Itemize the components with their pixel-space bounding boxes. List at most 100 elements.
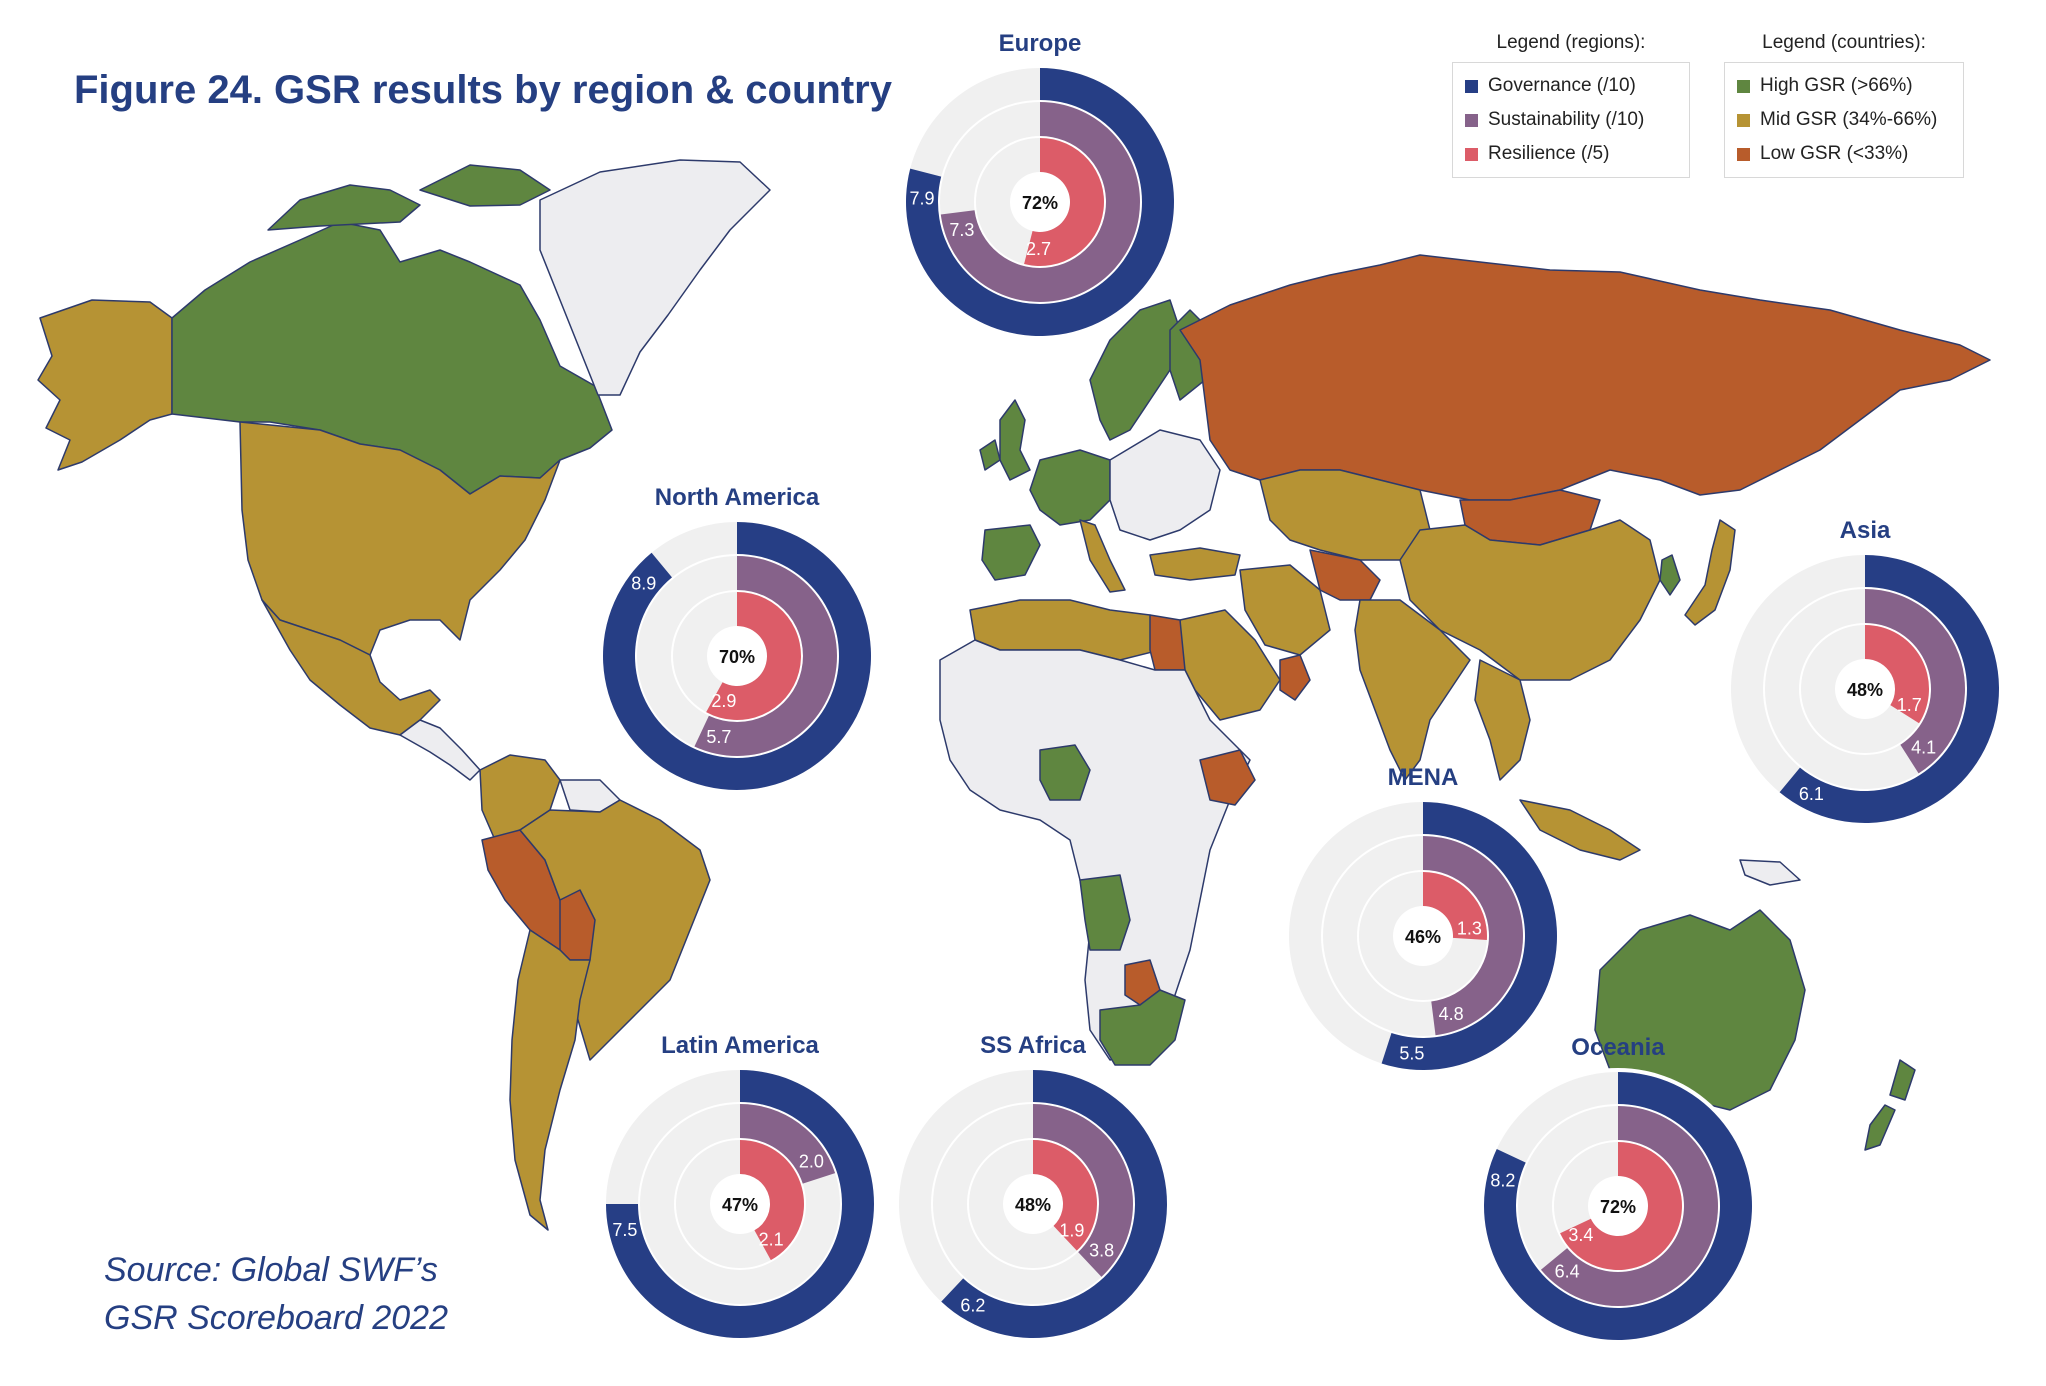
resilience-arc (1865, 625, 1929, 724)
resilience-value-label: 3.4 (1568, 1225, 1593, 1245)
country-new-zealand-south (1864, 1104, 1896, 1151)
country-png (1739, 859, 1801, 886)
legend-regions-title: Legend (regions): (1496, 32, 1646, 53)
legend-swatch (1737, 147, 1750, 161)
sustainability-arc (1540, 1106, 1718, 1306)
figure-title: Figure 24. GSR results by region & count… (74, 68, 892, 112)
country-russia (1179, 254, 1991, 501)
resilience-arc (1033, 1140, 1097, 1251)
country-south-africa (1099, 989, 1186, 1066)
sustainability-arc (1865, 589, 1965, 774)
governance-value-label: 7.9 (910, 188, 935, 208)
country-brazil (519, 799, 711, 1061)
sustainability-value-label: 6.4 (1555, 1262, 1580, 1282)
resilience-value-label: 2.7 (1026, 239, 1051, 259)
country-greenland (539, 159, 771, 396)
resilience-arc (1423, 872, 1487, 941)
donut-title: MENA (1387, 764, 1459, 791)
legend-regions-item: Resilience (/5) (1465, 137, 1677, 171)
sustainability-arc (740, 1104, 836, 1184)
country-southeast-asia (1474, 659, 1531, 781)
country-nigeria (1039, 744, 1091, 801)
governance-value-label: 6.1 (1799, 784, 1824, 804)
country-ethiopia (1199, 749, 1256, 806)
country-uk (999, 399, 1031, 481)
source-note: Source: Global SWF’s GSR Scoreboard 2022 (104, 1246, 448, 1342)
country-ireland (979, 439, 1001, 471)
country-chile-argentina (509, 929, 591, 1231)
governance-value-label: 7.5 (612, 1220, 637, 1240)
country-japan (1684, 519, 1736, 626)
country-canada-islands (267, 184, 421, 231)
country-indonesia (1519, 799, 1641, 861)
donut-chart: 5.5 4.8 1.3 46% (1285, 798, 1561, 1074)
donut-chart: 7.9 7.3 2.7 72% (902, 64, 1178, 340)
legend-countries-title: Legend (countries): (1762, 32, 1926, 53)
country-oman (1279, 654, 1311, 701)
country-central-america (399, 719, 481, 781)
donut-chart: 8.9 5.7 2.9 70% (599, 518, 875, 794)
donut-title: Asia (1839, 517, 1891, 544)
sustainability-arc (1033, 1104, 1133, 1277)
resilience-value-label: 1.9 (1059, 1220, 1084, 1240)
legend-swatch (1737, 79, 1750, 93)
resilience-value-label: 2.1 (759, 1229, 784, 1249)
resilience-arc (1024, 138, 1104, 266)
resilience-arc (1560, 1142, 1682, 1270)
legend-label: Mid GSR (34%-66%) (1760, 109, 1938, 130)
sustainability-value-label: 4.8 (1439, 1004, 1464, 1024)
country-turkey (1149, 547, 1241, 581)
country-iberia (981, 524, 1041, 581)
country-china (1399, 519, 1661, 681)
country-iran (1239, 564, 1331, 656)
governance-value-label: 6.2 (960, 1296, 985, 1316)
legend-label: High GSR (>66%) (1760, 75, 1913, 96)
country-angola (1079, 874, 1131, 951)
country-canada-islands-2 (419, 164, 551, 207)
country-eastern-europe (1109, 429, 1221, 541)
legend-countries: Legend (countries): High GSR (>66%) Mid … (1724, 32, 1964, 178)
legend-regions: Legend (regions): Governance (/10) Susta… (1452, 32, 1690, 178)
legend-countries-item: High GSR (>66%) (1737, 69, 1951, 103)
donut-title: SS Africa (980, 1032, 1086, 1059)
governance-value-label: 5.5 (1399, 1043, 1424, 1063)
sustainability-arc (1423, 836, 1523, 1036)
country-mexico (261, 599, 441, 736)
total-score-label: 48% (1015, 1195, 1051, 1215)
governance-arc (1779, 555, 1999, 823)
country-korea (1659, 554, 1681, 596)
total-score-label: 72% (1600, 1197, 1636, 1217)
legend-swatch (1465, 147, 1478, 161)
donut-chart: 8.2 6.4 3.4 72% (1480, 1068, 1756, 1344)
legend-label: Resilience (/5) (1488, 143, 1610, 164)
country-egypt (1149, 614, 1186, 671)
total-score-label: 70% (719, 647, 755, 667)
total-score-label: 72% (1022, 193, 1058, 213)
governance-value-label: 8.9 (631, 574, 656, 594)
resilience-value-label: 1.3 (1457, 919, 1482, 939)
resilience-value-label: 1.7 (1897, 695, 1922, 715)
legend-countries-box: High GSR (>66%) Mid GSR (34%-66%) Low GS… (1724, 62, 1964, 178)
legend-regions-item: Governance (/10) (1465, 69, 1677, 103)
donut-title: Latin America (661, 1032, 819, 1059)
sustainability-value-label: 3.8 (1089, 1241, 1114, 1261)
donut-chart: 7.5 2.0 2.147% (602, 1066, 878, 1342)
donut-chart: 6.1 4.1 1.7 48% (1727, 551, 2003, 827)
donut-chart: 6.2 3.81.9 48% (895, 1066, 1171, 1342)
country-africa-central (939, 639, 1251, 1061)
sustainability-value-label: 4.1 (1911, 738, 1936, 758)
total-score-label: 48% (1847, 680, 1883, 700)
total-score-label: 47% (722, 1195, 758, 1215)
legend-swatch (1465, 113, 1478, 127)
sustainability-arc (940, 102, 1140, 302)
sustainability-value-label: 5.7 (706, 727, 731, 747)
legend-swatch (1737, 113, 1750, 127)
country-new-zealand (1889, 1059, 1916, 1101)
legend-label: Low GSR (<33%) (1760, 143, 1909, 164)
source-line-1: Source: Global SWF’s (104, 1251, 438, 1289)
legend-countries-item: Low GSR (<33%) (1737, 137, 1951, 171)
sustainability-value-label: 7.3 (949, 220, 974, 240)
resilience-arc (740, 1140, 804, 1261)
source-line-2: GSR Scoreboard 2022 (104, 1299, 448, 1337)
